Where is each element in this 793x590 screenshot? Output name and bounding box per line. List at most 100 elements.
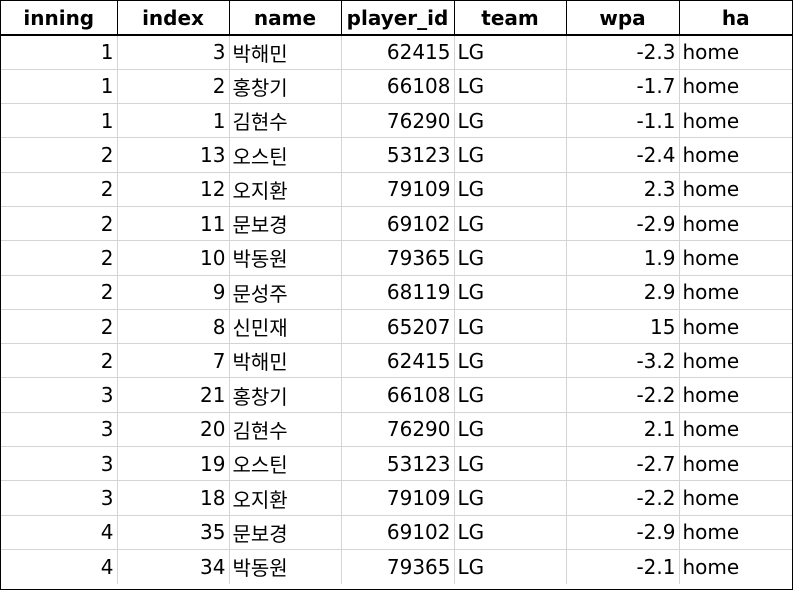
column-header-name[interactable]: name [229, 1, 342, 36]
cell-wpa[interactable]: 2.9 [566, 275, 680, 310]
cell-wpa[interactable]: -2.9 [566, 206, 680, 242]
cell-inning[interactable]: 3 [1, 480, 118, 516]
cell-inning[interactable]: 1 [1, 35, 118, 70]
cell-index[interactable]: 7 [117, 343, 230, 379]
cell-ha[interactable]: home [679, 35, 792, 70]
cell-player-id[interactable]: 66108 [341, 69, 455, 105]
cell-ha[interactable]: home [679, 377, 792, 413]
cell-inning[interactable]: 2 [1, 172, 118, 207]
column-header-index[interactable]: index [117, 1, 230, 36]
cell-name[interactable]: 박해민 [229, 343, 342, 379]
cell-team[interactable]: LG [454, 549, 567, 584]
cell-name[interactable]: 오스틴 [229, 137, 342, 173]
cell-player-id[interactable]: 62415 [341, 343, 455, 379]
cell-player-id[interactable]: 62415 [341, 35, 455, 70]
cell-name[interactable]: 오지환 [229, 480, 342, 516]
cell-player-id[interactable]: 69102 [341, 515, 455, 550]
cell-team[interactable]: LG [454, 343, 567, 379]
cell-index[interactable]: 34 [117, 549, 230, 584]
cell-name[interactable]: 김현수 [229, 103, 342, 139]
cell-inning[interactable]: 2 [1, 343, 118, 379]
cell-ha[interactable]: home [679, 172, 792, 207]
cell-index[interactable]: 19 [117, 446, 230, 482]
cell-player-id[interactable]: 53123 [341, 137, 455, 173]
cell-index[interactable]: 8 [117, 309, 230, 345]
column-header-wpa[interactable]: wpa [566, 1, 680, 36]
cell-name[interactable]: 박동원 [229, 240, 342, 276]
cell-name[interactable]: 오지환 [229, 172, 342, 207]
cell-index[interactable]: 2 [117, 69, 230, 105]
cell-wpa[interactable]: -2.4 [566, 137, 680, 173]
cell-ha[interactable]: home [679, 480, 792, 516]
cell-wpa[interactable]: 2.1 [566, 412, 680, 448]
column-header-ha[interactable]: ha [679, 1, 792, 36]
cell-index[interactable]: 10 [117, 240, 230, 276]
cell-inning[interactable]: 3 [1, 412, 118, 448]
cell-player-id[interactable]: 76290 [341, 412, 455, 448]
cell-index[interactable]: 13 [117, 137, 230, 173]
cell-inning[interactable]: 1 [1, 69, 118, 105]
cell-ha[interactable]: home [679, 137, 792, 173]
cell-team[interactable]: LG [454, 103, 567, 139]
cell-wpa[interactable]: 1.9 [566, 240, 680, 276]
cell-wpa[interactable]: 15 [566, 309, 680, 345]
cell-team[interactable]: LG [454, 377, 567, 413]
cell-player-id[interactable]: 66108 [341, 377, 455, 413]
cell-index[interactable]: 18 [117, 480, 230, 516]
cell-player-id[interactable]: 79109 [341, 172, 455, 207]
cell-team[interactable]: LG [454, 309, 567, 345]
cell-wpa[interactable]: -2.2 [566, 480, 680, 516]
cell-player-id[interactable]: 65207 [341, 309, 455, 345]
cell-team[interactable]: LG [454, 446, 567, 482]
cell-inning[interactable]: 1 [1, 103, 118, 139]
cell-ha[interactable]: home [682, 554, 740, 579]
column-header-inning[interactable]: inning [1, 1, 118, 36]
cell-inning[interactable]: 4 [1, 515, 118, 550]
cell-name[interactable]: 문성주 [229, 275, 342, 310]
cell-wpa[interactable]: -2.9 [566, 515, 680, 550]
cell-inning[interactable]: 3 [1, 446, 118, 482]
cell-player-id[interactable]: 76290 [341, 103, 455, 139]
cell-name[interactable]: 박해민 [229, 35, 342, 70]
cell-name[interactable]: 홍창기 [229, 69, 342, 105]
cell-team[interactable]: LG [454, 172, 567, 207]
cell-player-id[interactable]: 79365 [341, 240, 455, 276]
cell-name[interactable]: 홍창기 [229, 377, 342, 413]
cell-ha[interactable]: home [679, 446, 792, 482]
cell-wpa[interactable]: 2.3 [566, 172, 680, 207]
cell-wpa[interactable]: -1.7 [566, 69, 680, 105]
column-header-player-id[interactable]: player_id [341, 1, 455, 36]
cell-team[interactable]: LG [454, 240, 567, 276]
cell-player-id[interactable]: 68119 [341, 275, 455, 310]
cell-player-id[interactable]: 79365 [341, 549, 455, 584]
cell-name[interactable]: 오스틴 [229, 446, 342, 482]
cell-team[interactable]: LG [454, 480, 567, 516]
cell-name[interactable]: 김현수 [229, 412, 342, 448]
cell-team[interactable]: LG [454, 412, 567, 448]
cell-wpa[interactable]: -2.3 [566, 35, 680, 70]
cell-inning[interactable]: 2 [1, 240, 118, 276]
column-header-team[interactable]: team [454, 1, 567, 36]
cell-wpa[interactable]: -2.7 [566, 446, 680, 482]
cell-ha[interactable]: home [679, 206, 792, 242]
cell-index[interactable]: 21 [117, 377, 230, 413]
cell-ha[interactable]: home [679, 343, 792, 379]
cell-team[interactable]: LG [454, 137, 567, 173]
cell-ha[interactable]: home [679, 275, 792, 310]
cell-ha[interactable]: home [679, 515, 792, 550]
cell-ha[interactable]: home [679, 412, 792, 448]
cell-index[interactable]: 3 [117, 35, 230, 70]
cell-team[interactable]: LG [454, 275, 567, 310]
cell-ha[interactable]: home [679, 69, 792, 105]
cell-inning[interactable]: 2 [1, 275, 118, 310]
cell-team[interactable]: LG [454, 206, 567, 242]
cell-inning[interactable]: 3 [1, 377, 118, 413]
cell-wpa[interactable]: -3.2 [566, 343, 680, 379]
cell-inning[interactable]: 2 [1, 137, 118, 173]
cell-inning[interactable]: 4 [1, 549, 118, 584]
cell-index[interactable]: 9 [117, 275, 230, 310]
cell-index[interactable]: 20 [117, 412, 230, 448]
cell-team[interactable]: LG [454, 35, 567, 70]
cell-player-id[interactable]: 79109 [341, 480, 455, 516]
cell-index[interactable]: 12 [117, 172, 230, 207]
